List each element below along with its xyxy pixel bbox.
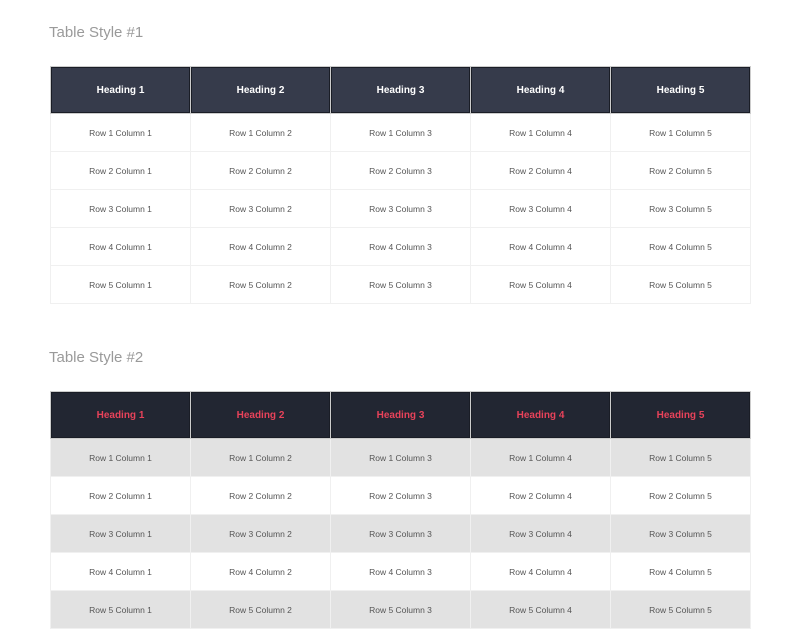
table-cell: Row 5 Column 3 [330,265,471,304]
table-cell: Row 4 Column 5 [610,227,751,266]
column-heading: Heading 1 [50,391,191,439]
table-header-row: Heading 1 Heading 2 Heading 3 Heading 4 Head… [50,66,751,114]
table-cell: Row 5 Column 1 [50,590,191,629]
table-style-2: Heading 1 Heading 2 Heading 3 Heading 4 Head… [50,391,751,629]
table-row: Row 1 Column 1 Row 1 Column 2 Row 1 Column… [50,113,751,152]
table-cell: Row 4 Column 3 [330,552,471,591]
column-heading: Heading 4 [470,391,611,439]
table-cell: Row 5 Column 2 [190,590,331,629]
table-cell: Row 2 Column 2 [190,151,331,190]
table-cell: Row 3 Column 1 [50,189,191,228]
table-cell: Row 2 Column 4 [470,476,611,515]
table-cell: Row 3 Column 2 [190,189,331,228]
table-row: Row 3 Column 1 Row 3 Column 2 Row 3 Column… [50,514,751,553]
table-cell: Row 4 Column 3 [330,227,471,266]
table-row: Row 5 Column 1 Row 5 Column 2 Row 5 Column… [50,590,751,629]
table-row: Row 2 Column 1 Row 2 Column 2 Row 2 Column… [50,151,751,190]
table-cell: Row 2 Column 3 [330,151,471,190]
table-cell: Row 1 Column 5 [610,438,751,477]
table-cell: Row 3 Column 4 [470,514,611,553]
table-row: Row 1 Column 1 Row 1 Column 2 Row 1 Column… [50,438,751,477]
table-cell: Row 3 Column 5 [610,189,751,228]
table-cell: Row 1 Column 4 [470,113,611,152]
table-cell: Row 2 Column 3 [330,476,471,515]
table-cell: Row 4 Column 4 [470,552,611,591]
table-cell: Row 1 Column 1 [50,113,191,152]
table-cell: Row 1 Column 5 [610,113,751,152]
table-cell: Row 3 Column 5 [610,514,751,553]
table-cell: Row 4 Column 4 [470,227,611,266]
table-cell: Row 1 Column 3 [330,113,471,152]
column-heading: Heading 5 [610,66,751,114]
column-heading: Heading 3 [330,391,471,439]
table-cell: Row 3 Column 2 [190,514,331,553]
table-row: Row 2 Column 1 Row 2 Column 2 Row 2 Column… [50,476,751,515]
table-cell: Row 4 Column 2 [190,227,331,266]
table-cell: Row 5 Column 3 [330,590,471,629]
table-cell: Row 5 Column 1 [50,265,191,304]
table-cell: Row 2 Column 4 [470,151,611,190]
table-cell: Row 3 Column 3 [330,514,471,553]
table-row: Row 4 Column 1 Row 4 Column 2 Row 4 Column… [50,552,751,591]
table-cell: Row 4 Column 2 [190,552,331,591]
table-cell: Row 2 Column 1 [50,476,191,515]
table-cell: Row 2 Column 1 [50,151,191,190]
table-cell: Row 5 Column 2 [190,265,331,304]
table-row: Row 4 Column 1 Row 4 Column 2 Row 4 Column… [50,227,751,266]
table-cell: Row 3 Column 1 [50,514,191,553]
table-cell: Row 4 Column 1 [50,552,191,591]
table-cell: Row 5 Column 5 [610,590,751,629]
column-heading: Heading 5 [610,391,751,439]
table-cell: Row 3 Column 4 [470,189,611,228]
column-heading: Heading 2 [190,391,331,439]
table-2-title: Table Style #2 [49,349,144,366]
table-cell: Row 2 Column 5 [610,151,751,190]
table-cell: Row 1 Column 4 [470,438,611,477]
table-row: Row 3 Column 1 Row 3 Column 2 Row 3 Column… [50,189,751,228]
column-heading: Heading 1 [50,66,191,114]
column-heading: Heading 3 [330,66,471,114]
table-cell: Row 1 Column 3 [330,438,471,477]
column-heading: Heading 4 [470,66,611,114]
table-style-1: Heading 1 Heading 2 Heading 3 Heading 4 Head… [50,66,751,304]
table-cell: Row 1 Column 1 [50,438,191,477]
column-heading: Heading 2 [190,66,331,114]
table-cell: Row 5 Column 4 [470,265,611,304]
table-1-title: Table Style #1 [49,24,144,41]
table-cell: Row 5 Column 5 [610,265,751,304]
table-cell: Row 4 Column 1 [50,227,191,266]
table-cell: Row 1 Column 2 [190,438,331,477]
table-cell: Row 2 Column 5 [610,476,751,515]
table-cell: Row 2 Column 2 [190,476,331,515]
table-cell: Row 1 Column 2 [190,113,331,152]
table-row: Row 5 Column 1 Row 5 Column 2 Row 5 Column… [50,265,751,304]
table-header-row: Heading 1 Heading 2 Heading 3 Heading 4 Head… [50,391,751,439]
table-cell: Row 4 Column 5 [610,552,751,591]
table-cell: Row 3 Column 3 [330,189,471,228]
table-cell: Row 5 Column 4 [470,590,611,629]
